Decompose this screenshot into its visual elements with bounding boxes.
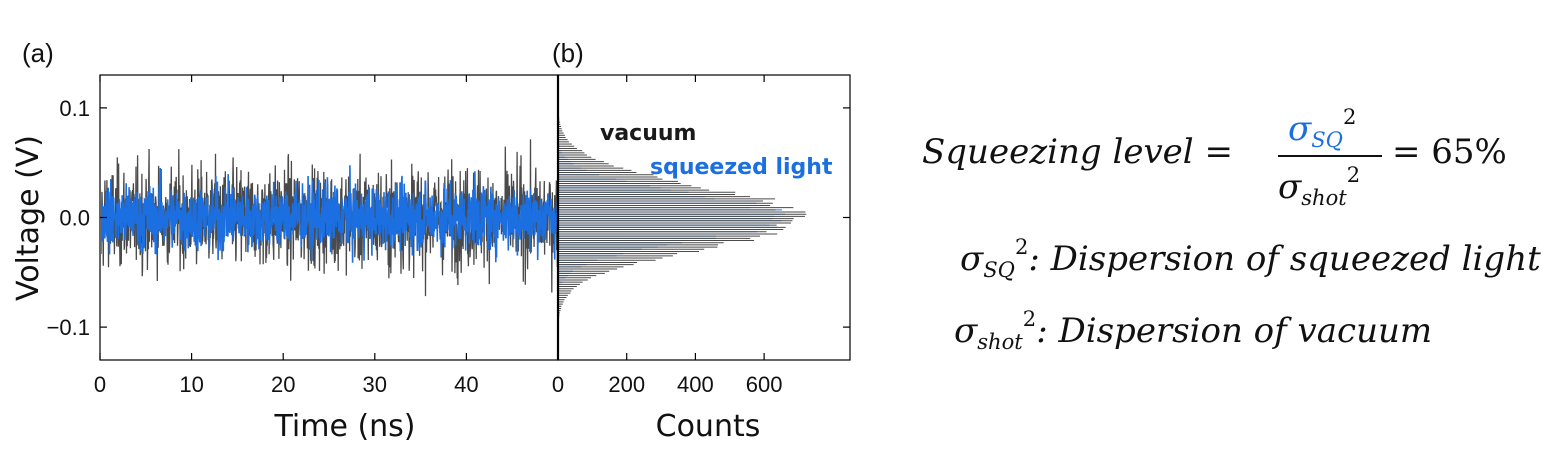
- x-tick-label-b: 0: [552, 372, 564, 397]
- definition-sq: σSQ2: Dispersion of squeezed light: [960, 234, 1541, 283]
- x-tick-label-b: 200: [608, 372, 645, 397]
- x-tick-label-a: 30: [363, 372, 387, 397]
- x-axis-label-b: Counts: [656, 409, 761, 444]
- squeezing-level-lhs: Squeezing level =: [922, 132, 1233, 172]
- definition-shot: σshot2: Dispersion of vacuum: [954, 306, 1433, 355]
- x-axis-label-a: Time (ns): [273, 409, 415, 444]
- y-tick-label-a: −0.1: [47, 315, 90, 340]
- formula-denominator: σshot2: [1278, 162, 1361, 211]
- trace-squeezed-light: [101, 165, 557, 263]
- x-tick-label-a: 40: [454, 372, 478, 397]
- panel-a-label: (a): [22, 38, 54, 68]
- x-tick-label-a: 0: [94, 372, 106, 397]
- time-series-plot: 0 10 20 30 40 −0.1 0.0 0.1 Time (ns) Voltage (V…: [11, 74, 559, 444]
- x-tick-label-a: 20: [271, 372, 295, 397]
- x-tick-label-b: 400: [677, 372, 714, 397]
- formula-numerator: σSQ2: [1288, 104, 1357, 153]
- y-tick-label-a: 0.1: [59, 96, 90, 121]
- x-tick-label-a: 10: [179, 372, 203, 397]
- panel-b-label: (b): [552, 38, 584, 68]
- histogram-plot: 0 200 400 600 vacuum squeezed light Counts: [552, 74, 851, 444]
- plot-frame-b: [557, 74, 851, 361]
- legend-squeezed-light: squeezed light: [650, 155, 833, 180]
- formula-result: = 65%: [1392, 132, 1507, 172]
- fraction-line: [1278, 155, 1382, 157]
- legend-vacuum: vacuum: [600, 121, 696, 146]
- y-tick-label-a: 0.0: [59, 206, 90, 231]
- x-tick-label-b: 600: [746, 372, 783, 397]
- y-axis-label-a: Voltage (V): [11, 135, 46, 301]
